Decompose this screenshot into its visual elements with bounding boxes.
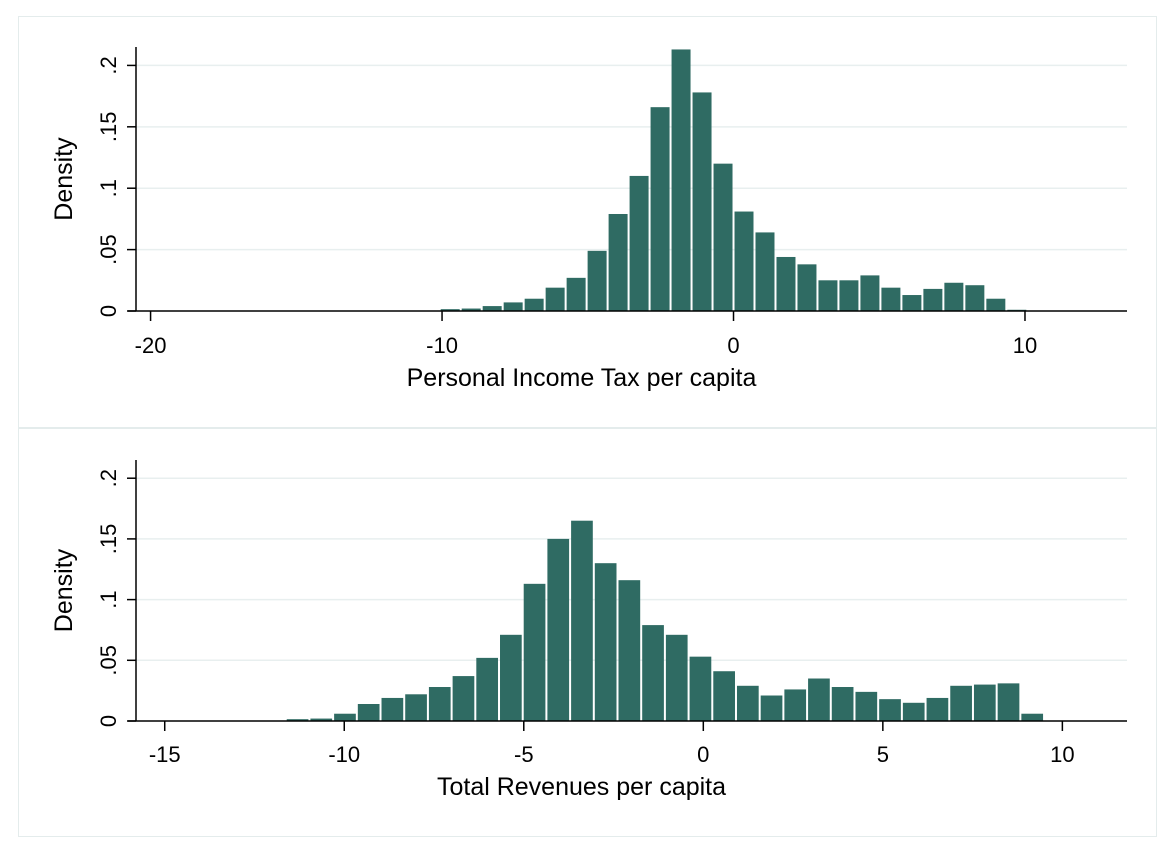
histogram-bar (566, 277, 586, 311)
histogram-bar (755, 232, 775, 311)
histogram-bar (608, 213, 628, 311)
histogram-bar (461, 308, 481, 311)
y-axis-title: Density (50, 548, 78, 632)
histogram-bar (902, 702, 925, 721)
histogram-bar (650, 107, 670, 311)
histogram-bar (831, 687, 854, 721)
y-tick-label: .05 (96, 645, 121, 676)
x-tick-label: 0 (727, 333, 739, 358)
histogram-bar (503, 302, 523, 311)
histogram-bar (973, 684, 996, 721)
x-tick-label: 10 (1013, 333, 1037, 358)
x-axis-title: Personal Income Tax per capita (407, 364, 757, 392)
histogram-bar (713, 163, 733, 311)
histogram-bar (855, 691, 878, 721)
histogram-bar (547, 538, 570, 721)
y-tick-label: 0 (96, 715, 121, 727)
histogram-bar (482, 306, 502, 311)
histogram-bar (797, 264, 817, 311)
histogram-bar (523, 583, 546, 721)
histogram-bar (524, 298, 544, 311)
histogram-bar (926, 697, 949, 721)
histogram-bar (713, 671, 735, 721)
histogram-bar (665, 634, 688, 721)
histogram-bar (629, 175, 649, 311)
histogram-bar (818, 280, 838, 311)
histogram-bar (405, 694, 427, 721)
histogram-bar (881, 287, 901, 311)
y-tick-label: .1 (96, 179, 121, 197)
x-tick-label: -20 (135, 333, 167, 358)
histogram-bar (760, 695, 783, 721)
chart-1: 0 .05 .1 .15 .2 -15 -10 -5 0 5 10 Total Revenues pe… (50, 460, 1127, 801)
histogram-bar (944, 282, 964, 311)
x-axis-title: Total Revenues per capita (437, 773, 726, 801)
histogram-bar (923, 288, 943, 311)
x-tick-label: -5 (514, 742, 534, 767)
y-tick-label: .2 (96, 469, 121, 487)
x-tick-label: -10 (328, 742, 360, 767)
histogram-bar (642, 625, 664, 721)
y-tick-label: .2 (96, 56, 121, 74)
histogram-bar (594, 563, 617, 721)
y-tick-label: .05 (96, 234, 121, 265)
histogram-bar (587, 250, 607, 311)
histogram-bar (734, 211, 754, 311)
histogram-bar (428, 687, 451, 721)
x-tick-label: -15 (149, 742, 181, 767)
histogram-bar (357, 704, 380, 721)
y-axis-title: Density (50, 137, 78, 221)
histogram-bar (618, 580, 641, 721)
histogram-bar (692, 92, 712, 311)
histogram-bar (286, 719, 309, 721)
y-tick-label: 0 (96, 305, 121, 317)
histogram-bar (776, 256, 796, 311)
histogram-bar (689, 656, 712, 721)
y-tick-label: .15 (96, 112, 121, 143)
histogram-bar (476, 657, 499, 721)
x-tick-label: -10 (426, 333, 458, 358)
histogram-bar (671, 49, 691, 312)
histogram-bar (986, 298, 1006, 311)
chart-0: 0 .05 .1 .15 .2 -20 -10 0 10 Personal Income Tax … (50, 47, 1127, 392)
y-tick-label: .15 (96, 524, 121, 555)
x-tick-label: 10 (1050, 742, 1074, 767)
histogram-bar (452, 676, 475, 721)
histogram-bar (571, 520, 593, 721)
histogram-bar (784, 689, 807, 721)
histogram-bar (736, 685, 759, 721)
histogram-bar (500, 634, 522, 721)
histogram-bar (440, 309, 460, 311)
histogram-bar (1021, 713, 1044, 721)
histogram-bar (950, 685, 972, 721)
histogram-bar (902, 295, 922, 311)
histogram-bar (879, 699, 901, 721)
histogram-bar (310, 718, 333, 721)
histogram-bar (965, 285, 985, 311)
y-tick-label: .1 (96, 590, 121, 608)
histogram-bar (334, 713, 356, 721)
histogram-bar (545, 287, 565, 311)
histogram-bar (997, 683, 1020, 721)
histogram-bar (860, 275, 880, 311)
x-tick-label: 0 (697, 742, 709, 767)
x-tick-label: 5 (877, 742, 889, 767)
chart-panel-top (18, 16, 1157, 428)
histogram-bar (839, 280, 859, 311)
histogram-bar (808, 678, 830, 721)
histogram-bar (381, 697, 404, 721)
